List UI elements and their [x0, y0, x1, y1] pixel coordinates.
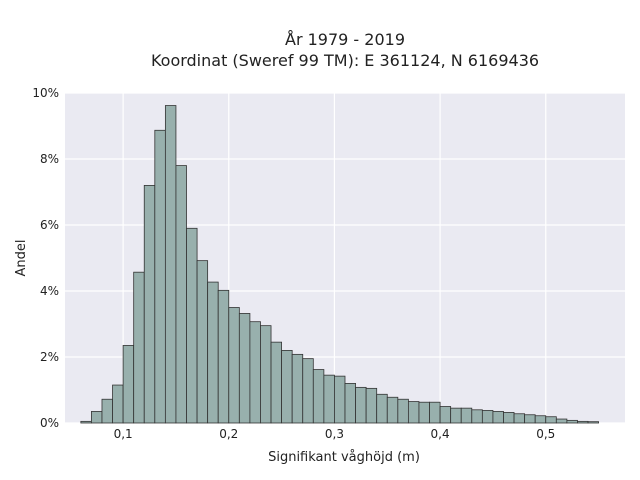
histogram-bar — [429, 401, 441, 424]
histogram-bar — [355, 386, 367, 424]
histogram-bar — [566, 419, 578, 424]
y-axis-label: Andel — [14, 240, 29, 277]
histogram-bar — [101, 398, 113, 424]
x-axis-label: Signifikant våghöjd (m) — [268, 450, 420, 465]
x-tick-label: 0,4 — [431, 427, 450, 441]
histogram-bar — [439, 406, 452, 424]
histogram-bar — [555, 418, 568, 424]
histogram-bar — [513, 413, 526, 424]
histogram-bar — [122, 345, 135, 424]
y-tick-label: 10% — [32, 86, 59, 100]
histogram-bar — [270, 341, 283, 424]
histogram-bar — [577, 420, 589, 424]
histogram-bar — [334, 375, 346, 424]
y-tick-label: 0% — [40, 416, 59, 430]
histogram-bar — [91, 411, 103, 424]
x-tick-label: 0,1 — [114, 427, 133, 441]
histogram-bar — [524, 414, 536, 424]
y-tick-label: 4% — [40, 284, 59, 298]
bars — [80, 105, 599, 424]
histogram-bar — [217, 289, 230, 424]
histogram-bar — [302, 358, 314, 424]
histogram-bar — [249, 321, 261, 424]
histogram-bar — [238, 313, 251, 424]
y-tick-label: 6% — [40, 218, 59, 232]
histogram-bar — [112, 384, 124, 424]
histogram-bar — [407, 401, 420, 424]
histogram-bar — [460, 407, 473, 424]
histogram-bar — [376, 393, 388, 424]
y-tick-label: 8% — [40, 152, 59, 166]
histogram-bar — [323, 374, 335, 424]
y-tick-labels: 0% 2% 4% 6% 8% 10% — [32, 86, 59, 430]
histogram-bar — [344, 382, 356, 424]
histogram-bar — [143, 184, 156, 424]
histogram-bar — [312, 369, 325, 424]
histogram-bar — [207, 281, 219, 424]
histogram-bar — [545, 416, 557, 424]
histogram-bar — [186, 227, 198, 424]
histogram-bar — [397, 398, 409, 424]
histogram-bar — [450, 407, 462, 424]
x-tick-label: 0,3 — [325, 427, 344, 441]
histogram-bar — [154, 129, 166, 424]
x-tick-label: 0,5 — [536, 427, 555, 441]
histogram-bar — [587, 421, 599, 424]
y-tick-label: 2% — [40, 350, 59, 364]
histogram-bar — [471, 409, 483, 424]
histogram-bar — [175, 165, 187, 424]
histogram-bar — [386, 396, 399, 424]
histogram-bar — [503, 412, 515, 424]
histogram-bar — [291, 353, 304, 424]
histogram-bar — [133, 271, 145, 424]
histogram-bar — [418, 401, 430, 424]
histogram-bar — [164, 105, 177, 424]
histogram-bar — [281, 349, 293, 424]
x-tick-label: 0,2 — [219, 427, 238, 441]
histogram-bar — [196, 260, 209, 424]
chart-title-line-2: Koordinat (Sweref 99 TM): E 361124, N 61… — [151, 51, 539, 70]
histogram-bar — [365, 387, 378, 424]
histogram-bar — [534, 415, 547, 424]
chart-title-line-1: År 1979 - 2019 — [285, 30, 405, 49]
histogram-bar — [481, 410, 494, 424]
histogram-bar — [80, 420, 92, 424]
histogram-bar — [492, 411, 504, 424]
histogram-bar — [260, 325, 272, 424]
histogram-bar — [228, 307, 240, 424]
x-tick-labels: 0,1 0,2 0,3 0,4 0,5 — [114, 427, 556, 441]
